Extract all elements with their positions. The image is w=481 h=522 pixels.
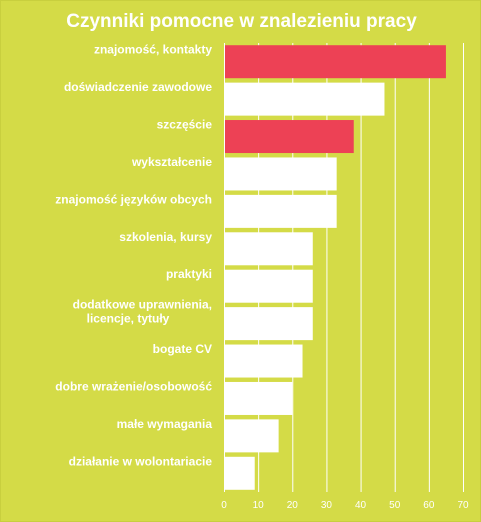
- x-tick-label: 30: [321, 500, 333, 511]
- category-label: szczęście: [157, 118, 213, 132]
- category-label: znajomość, kontakty: [94, 43, 212, 57]
- bar: [225, 232, 313, 266]
- bar: [225, 419, 279, 453]
- category-label: działanie w wolontariacie: [69, 454, 213, 468]
- bar: [225, 344, 303, 378]
- category-label: znajomość języków obcych: [55, 192, 212, 206]
- bar: [225, 82, 385, 116]
- bar: [225, 157, 337, 191]
- bar: [225, 381, 293, 415]
- x-tick-label: 50: [389, 500, 401, 511]
- bar: [225, 45, 446, 79]
- x-tick-label: 70: [457, 500, 469, 511]
- x-tick-label: 0: [221, 500, 227, 511]
- category-label: małe wymagania: [117, 417, 213, 431]
- chart-title: Czynniki pomocne w znalezieniu pracy: [66, 11, 417, 32]
- category-label: dobre wrażenie/osobowość: [55, 379, 212, 393]
- bar: [225, 269, 313, 303]
- category-label: praktyki: [166, 267, 212, 281]
- bar: [225, 307, 313, 341]
- x-tick-label: 10: [253, 500, 265, 511]
- category-label: doświadczenie zawodowe: [64, 80, 212, 94]
- category-label: szkolenia, kursy: [119, 230, 212, 244]
- x-tick-label: 60: [423, 500, 435, 511]
- bar: [225, 456, 255, 490]
- bar: [225, 120, 354, 154]
- bar: [225, 194, 337, 228]
- category-label: dodatkowe uprawnienia, licencje, tytuły: [73, 298, 212, 326]
- x-tick-label: 40: [355, 500, 367, 511]
- category-label: bogate CV: [153, 342, 212, 356]
- category-label: wykształcenie: [131, 155, 212, 169]
- x-tick-label: 20: [287, 500, 299, 511]
